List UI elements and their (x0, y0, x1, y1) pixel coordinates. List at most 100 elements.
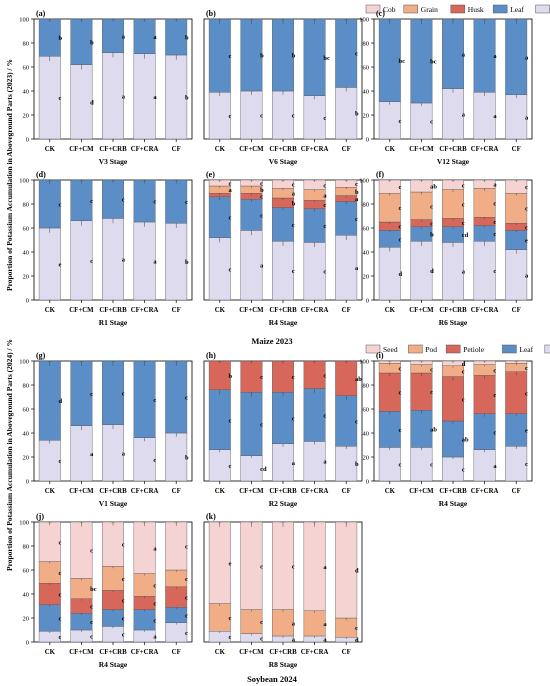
bar-j-cf-cm-petiole (70, 598, 93, 614)
sig-letter-j-cf-cra-seed: a (153, 545, 157, 552)
bar-g-cf-cra-stem (133, 437, 156, 482)
panel-label-e: (e) (206, 170, 215, 179)
sig-letter-d-ck-stem: e (59, 262, 62, 269)
legend-swatch-legend-2023-husk (450, 4, 466, 14)
sig-letter-f-cf-crb-cob: c (462, 182, 465, 189)
sig-letter-c-cf-cm-stem: c (430, 119, 433, 126)
sig-letter-i-cf-leaf: e (525, 428, 528, 435)
xlabel-g: V1 Stage (99, 499, 128, 508)
xlabel-k: R8 Stage (269, 660, 298, 669)
sig-letter-b-cf-leaf: c (355, 51, 358, 58)
xtick-label-a-cf-cra: CF+CRA (131, 146, 159, 153)
xtick-label-j-cf-crb: CF+CRB (99, 649, 127, 656)
panel-label-g: (g) (36, 351, 46, 360)
sig-letter-g-ck-stem: c (59, 458, 62, 465)
xtick-label-e-cf-cra: CF+CRA (301, 307, 329, 314)
xtick-label-i-cf-cra: CF+CRA (471, 488, 499, 495)
bar-k-cf-cm-pod (240, 609, 263, 634)
bar-f-cf-stem (505, 249, 528, 301)
legend-label-legend-2024-seed: Seed (383, 345, 398, 354)
bar-j-cf-cra-leaf (133, 609, 156, 631)
xtick-label-a-ck: CK (45, 146, 56, 153)
ytick-label-a-40: 40 (23, 89, 30, 96)
panel-label-c: (c) (376, 9, 385, 18)
sig-letter-d-cf-crb-stem: a (122, 257, 126, 264)
bar-a-cf-cra-leaf (133, 18, 156, 54)
bar-i-ck-leaf (378, 411, 401, 448)
bar-f-cf-cra-grain (473, 188, 496, 218)
bar-j-cf-leaf (165, 607, 188, 624)
sig-letter-f-cf-crb-grain: c (462, 202, 465, 209)
bar-a-ck-leaf (38, 18, 61, 57)
bar-k-cf-seed (335, 521, 358, 619)
xtick-label-e-cf-crb: CF+CRB (269, 307, 297, 314)
ytick-label-c-60: 60 (363, 65, 370, 72)
bar-g-ck-stem (38, 440, 61, 482)
sig-letter-b-ck-leaf: c (229, 53, 232, 60)
bar-d-cf-cm-leaf (70, 179, 93, 221)
bar-g-cf-cm-leaf (70, 360, 93, 427)
sig-letter-e-cf-cra-stem: c (323, 269, 326, 276)
sig-letter-e-ck-cob: c (229, 181, 232, 188)
panel-b: (b)V6 StageCKccCF+CMcbCF+CRBcbCF+CRAcbcC… (203, 9, 363, 166)
sig-letter-g-ck-leaf: d (59, 398, 63, 405)
bar-j-cf-cm-seed (70, 521, 93, 579)
bar-f-cf-crb-grain (442, 189, 464, 219)
xlabel-h: R2 Stage (269, 499, 298, 508)
sig-letter-h-cf-petiole: ab (355, 376, 362, 383)
bar-a-cf-cra-stem (133, 53, 156, 140)
bar-a-cf-stem (165, 54, 188, 140)
ytick-label-d-60: 60 (23, 226, 30, 233)
bar-f-cf-cm-stem (410, 240, 433, 301)
ylabel-2023: Proportion of Potassium Accumulation in … (5, 59, 14, 291)
bar-b-cf-cra-leaf (303, 18, 326, 97)
sig-letter-d-cf-cm-leaf: c (90, 198, 93, 205)
sig-letter-g-cf-cra-stem: c (153, 457, 156, 464)
sig-letter-i-ck-petiole: c (399, 390, 402, 397)
bar-f-ck-grain (378, 192, 401, 223)
sig-letter-j-cf-seed: c (185, 544, 188, 551)
ytick-label-f-60: 60 (363, 226, 370, 233)
xtick-label-f-cf-cm: CF+CM (409, 307, 434, 314)
sig-letter-j-cf-crb-pod: c (122, 576, 125, 583)
sig-letter-f-cf-crb-stem: a (462, 269, 466, 276)
panel-label-d: (d) (36, 170, 46, 179)
ytick-label-i-100: 100 (359, 359, 369, 366)
sig-letter-d-cf-cra-stem: a (153, 259, 157, 266)
sig-letter-b-cf-stem: b (355, 111, 359, 118)
bar-j-cf-stem (165, 622, 188, 643)
bar-c-cf-cra-leaf (473, 18, 496, 93)
bar-c-ck-stem (378, 101, 401, 140)
sig-letter-k-cf-cm-stem: c (260, 635, 263, 642)
xtick-label-h-cf-cra: CF+CRA (301, 488, 329, 495)
sig-letter-b-cf-cm-leaf: b (260, 53, 264, 60)
ytick-label-c-100: 100 (359, 17, 369, 24)
group-title-2023: Maize 2023 (251, 336, 292, 346)
sig-letter-j-ck-seed: c (59, 539, 62, 546)
sig-letter-i-cf-petiole: c (525, 390, 528, 397)
bar-e-cf-leaf (335, 201, 358, 236)
sig-letter-e-ck-grain: a (229, 187, 233, 194)
sig-letter-f-ck-leaf: c (399, 236, 402, 243)
sig-letter-c-cf-cra-stem: a (493, 113, 497, 120)
bar-a-cf-crb-leaf (102, 18, 124, 53)
sig-letter-i-cf-cra-pod: c (493, 368, 496, 375)
bar-c-ck-leaf (378, 18, 401, 103)
xlabel-b: V6 Stage (269, 157, 298, 166)
sig-letter-h-cf-crb-leaf: c (292, 416, 295, 423)
sig-letter-e-cf-grain: b (355, 189, 359, 196)
sig-letter-c-cf-cra-leaf: a (493, 53, 497, 60)
sig-letter-k-ck-stem: c (229, 634, 232, 641)
ytick-label-f-40: 40 (363, 250, 370, 257)
sig-letter-a-cf-stem: b (185, 95, 189, 102)
legend-swatch-legend-2023-grain (403, 4, 419, 14)
bar-d-ck-stem (38, 227, 61, 301)
ytick-label-g-80: 80 (23, 383, 30, 390)
sig-letter-f-cf-cm-grain: c (430, 203, 433, 210)
bar-k-ck-seed (208, 521, 231, 604)
legend-label-legend-2023-husk: Husk (468, 5, 484, 14)
xlabel-f: R6 Stage (439, 318, 468, 327)
sig-letter-f-cf-crb-husk: c (462, 220, 465, 227)
sig-letter-j-ck-stem: c (59, 634, 62, 641)
xtick-label-i-cf: CF (512, 488, 521, 495)
